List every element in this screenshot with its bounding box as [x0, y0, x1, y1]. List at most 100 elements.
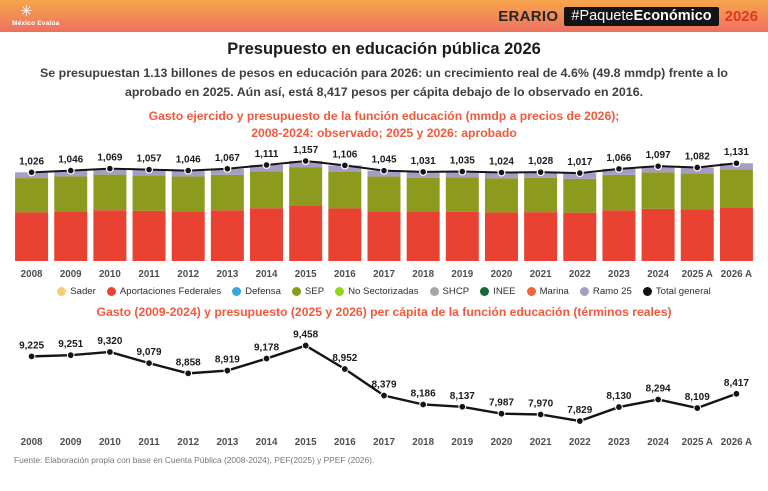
legend-dot-total-general	[642, 287, 652, 297]
per-capita-dot	[693, 403, 702, 412]
bar-value-label: 1,106	[332, 150, 357, 161]
legend-dot-inee	[480, 287, 490, 297]
legend-label-ramo-25: Ramo 25	[592, 286, 632, 298]
bar-segment-2017	[367, 176, 401, 212]
bar-segment-2011	[132, 175, 166, 211]
brand-year-label: 2026	[724, 7, 758, 25]
line-value-label: 7,987	[489, 397, 514, 408]
line-value-label: 8,130	[606, 391, 631, 402]
bar-x-label: 2011	[138, 269, 160, 280]
per-capita-dot	[536, 410, 545, 419]
line-x-label: 2019	[451, 437, 473, 448]
line-value-label: 8,952	[332, 353, 357, 364]
per-capita-dot	[301, 341, 310, 350]
bar-segment-2023	[602, 175, 636, 211]
legend-dot-marina	[526, 287, 536, 297]
bar-segment-2025 A	[680, 173, 714, 210]
total-general-dot	[262, 161, 271, 170]
line-value-label: 9,178	[254, 342, 279, 353]
bar-value-label: 1,045	[371, 155, 396, 166]
bar-value-label: 1,035	[450, 156, 475, 167]
per-capita-line-chart: 9,225 2008 9,251 2009 9,320 2010 9,079 2011 8,85…	[19, 329, 752, 448]
bar-segment-2022	[563, 212, 597, 262]
bar-segment-2018	[406, 212, 440, 262]
line-value-label: 8,186	[411, 388, 436, 399]
bar-chart-title-line2: 2008-2024: observado; 2025 y 2026: aprob…	[251, 125, 517, 140]
line-chart-title: Gasto (2009-2024) y presupuesto (2025 y …	[96, 305, 672, 320]
bar-segment-2014	[250, 171, 284, 209]
line-x-label: 2008	[21, 437, 43, 448]
bar-value-label: 1,046	[176, 155, 201, 166]
legend-item-inee: INEE	[480, 286, 516, 298]
legend-dot-shcp	[429, 287, 439, 297]
source-note: Fuente: Elaboración propia con base en C…	[14, 454, 375, 465]
bar-segment-2008	[15, 178, 49, 213]
bar-segment-2013	[210, 174, 244, 211]
line-value-label: 8,858	[176, 357, 201, 368]
bar-x-label: 2014	[256, 269, 278, 280]
bar-x-label: 2023	[608, 269, 630, 280]
line-x-label: 2013	[216, 437, 238, 448]
total-general-dot	[380, 166, 389, 175]
per-capita-dot	[262, 354, 271, 363]
bar-segment-2024	[641, 209, 675, 262]
total-general-dot	[693, 163, 702, 172]
bar-segment-2012	[171, 176, 205, 212]
bar-value-label: 1,046	[58, 155, 83, 166]
bar-x-label: 2017	[373, 269, 395, 280]
bar-segment-2011	[132, 210, 166, 262]
line-value-label: 9,251	[58, 339, 83, 350]
mexico-evalua-logo: ✳ México Evalúa	[12, 4, 59, 28]
bar-x-label: 2020	[491, 269, 513, 280]
bar-x-label: 2019	[451, 269, 473, 280]
bar-segment-2018	[406, 177, 440, 213]
total-general-dot	[458, 167, 467, 176]
bar-segment-2019	[445, 177, 479, 212]
bar-segment-2022	[563, 178, 597, 213]
total-general-dot	[340, 161, 349, 170]
line-x-label: 2012	[177, 437, 199, 448]
line-x-label: 2024	[647, 437, 669, 448]
line-value-label: 9,225	[19, 340, 44, 351]
per-capita-dot	[27, 352, 36, 360]
bar-value-label: 1,111	[255, 149, 279, 160]
bar-segment-2026 A	[719, 207, 753, 262]
total-general-dot	[27, 168, 36, 177]
legend-label-no-sectorizadas: No Sectorizadas	[348, 286, 419, 298]
line-value-label: 8,137	[450, 390, 475, 401]
line-x-label: 2017	[373, 437, 395, 448]
total-general-dot	[419, 168, 428, 177]
legend-label-total-general: Total general	[655, 286, 711, 298]
legend-item-ramo-25: Ramo 25	[579, 286, 632, 298]
stacked-bar-chart: 1,026 2008 1,046 2009 1,069 2010 1,057 2011 1,04…	[15, 145, 753, 280]
legend-label-inee: INEE	[493, 286, 516, 298]
total-general-dot	[732, 159, 741, 168]
bar-value-label: 1,057	[137, 154, 162, 165]
per-capita-dot	[66, 350, 75, 359]
legend-label-shcp: SHCP	[442, 286, 470, 298]
line-x-label: 2016	[334, 437, 356, 448]
bar-value-label: 1,097	[646, 150, 671, 161]
legend-label-defensa: Defensa	[245, 286, 281, 298]
bar-value-label: 1,026	[19, 156, 44, 167]
per-capita-dot	[615, 402, 623, 411]
bar-value-label: 1,017	[567, 157, 592, 168]
legend-dot-sader	[57, 287, 67, 297]
bar-value-label: 1,082	[685, 152, 710, 163]
bar-x-label: 2024	[647, 269, 669, 280]
bar-value-label: 1,069	[97, 153, 122, 164]
bar-x-label: 2012	[177, 269, 199, 280]
bar-segment-2016	[328, 171, 362, 209]
bar-value-label: 1,157	[293, 145, 318, 156]
bar-segment-2017	[367, 211, 401, 262]
header-bar: ✳ México Evalúa ERARIO #PaqueteEconómico…	[0, 0, 768, 32]
per-capita-dot	[732, 389, 741, 398]
legend-item-total-general: Total general	[642, 286, 711, 298]
brand-lockup: ERARIO #PaqueteEconómico 2026	[498, 6, 758, 26]
total-general-dot	[145, 165, 154, 174]
bar-value-label: 1,031	[411, 156, 436, 167]
page-subtitle: Se presupuestan 1.13 billones de pesos e…	[40, 66, 728, 99]
bar-segment-2015	[289, 206, 323, 262]
bar-chart-title-line1: Gasto ejercido y presupuesto de la funci…	[148, 109, 620, 124]
